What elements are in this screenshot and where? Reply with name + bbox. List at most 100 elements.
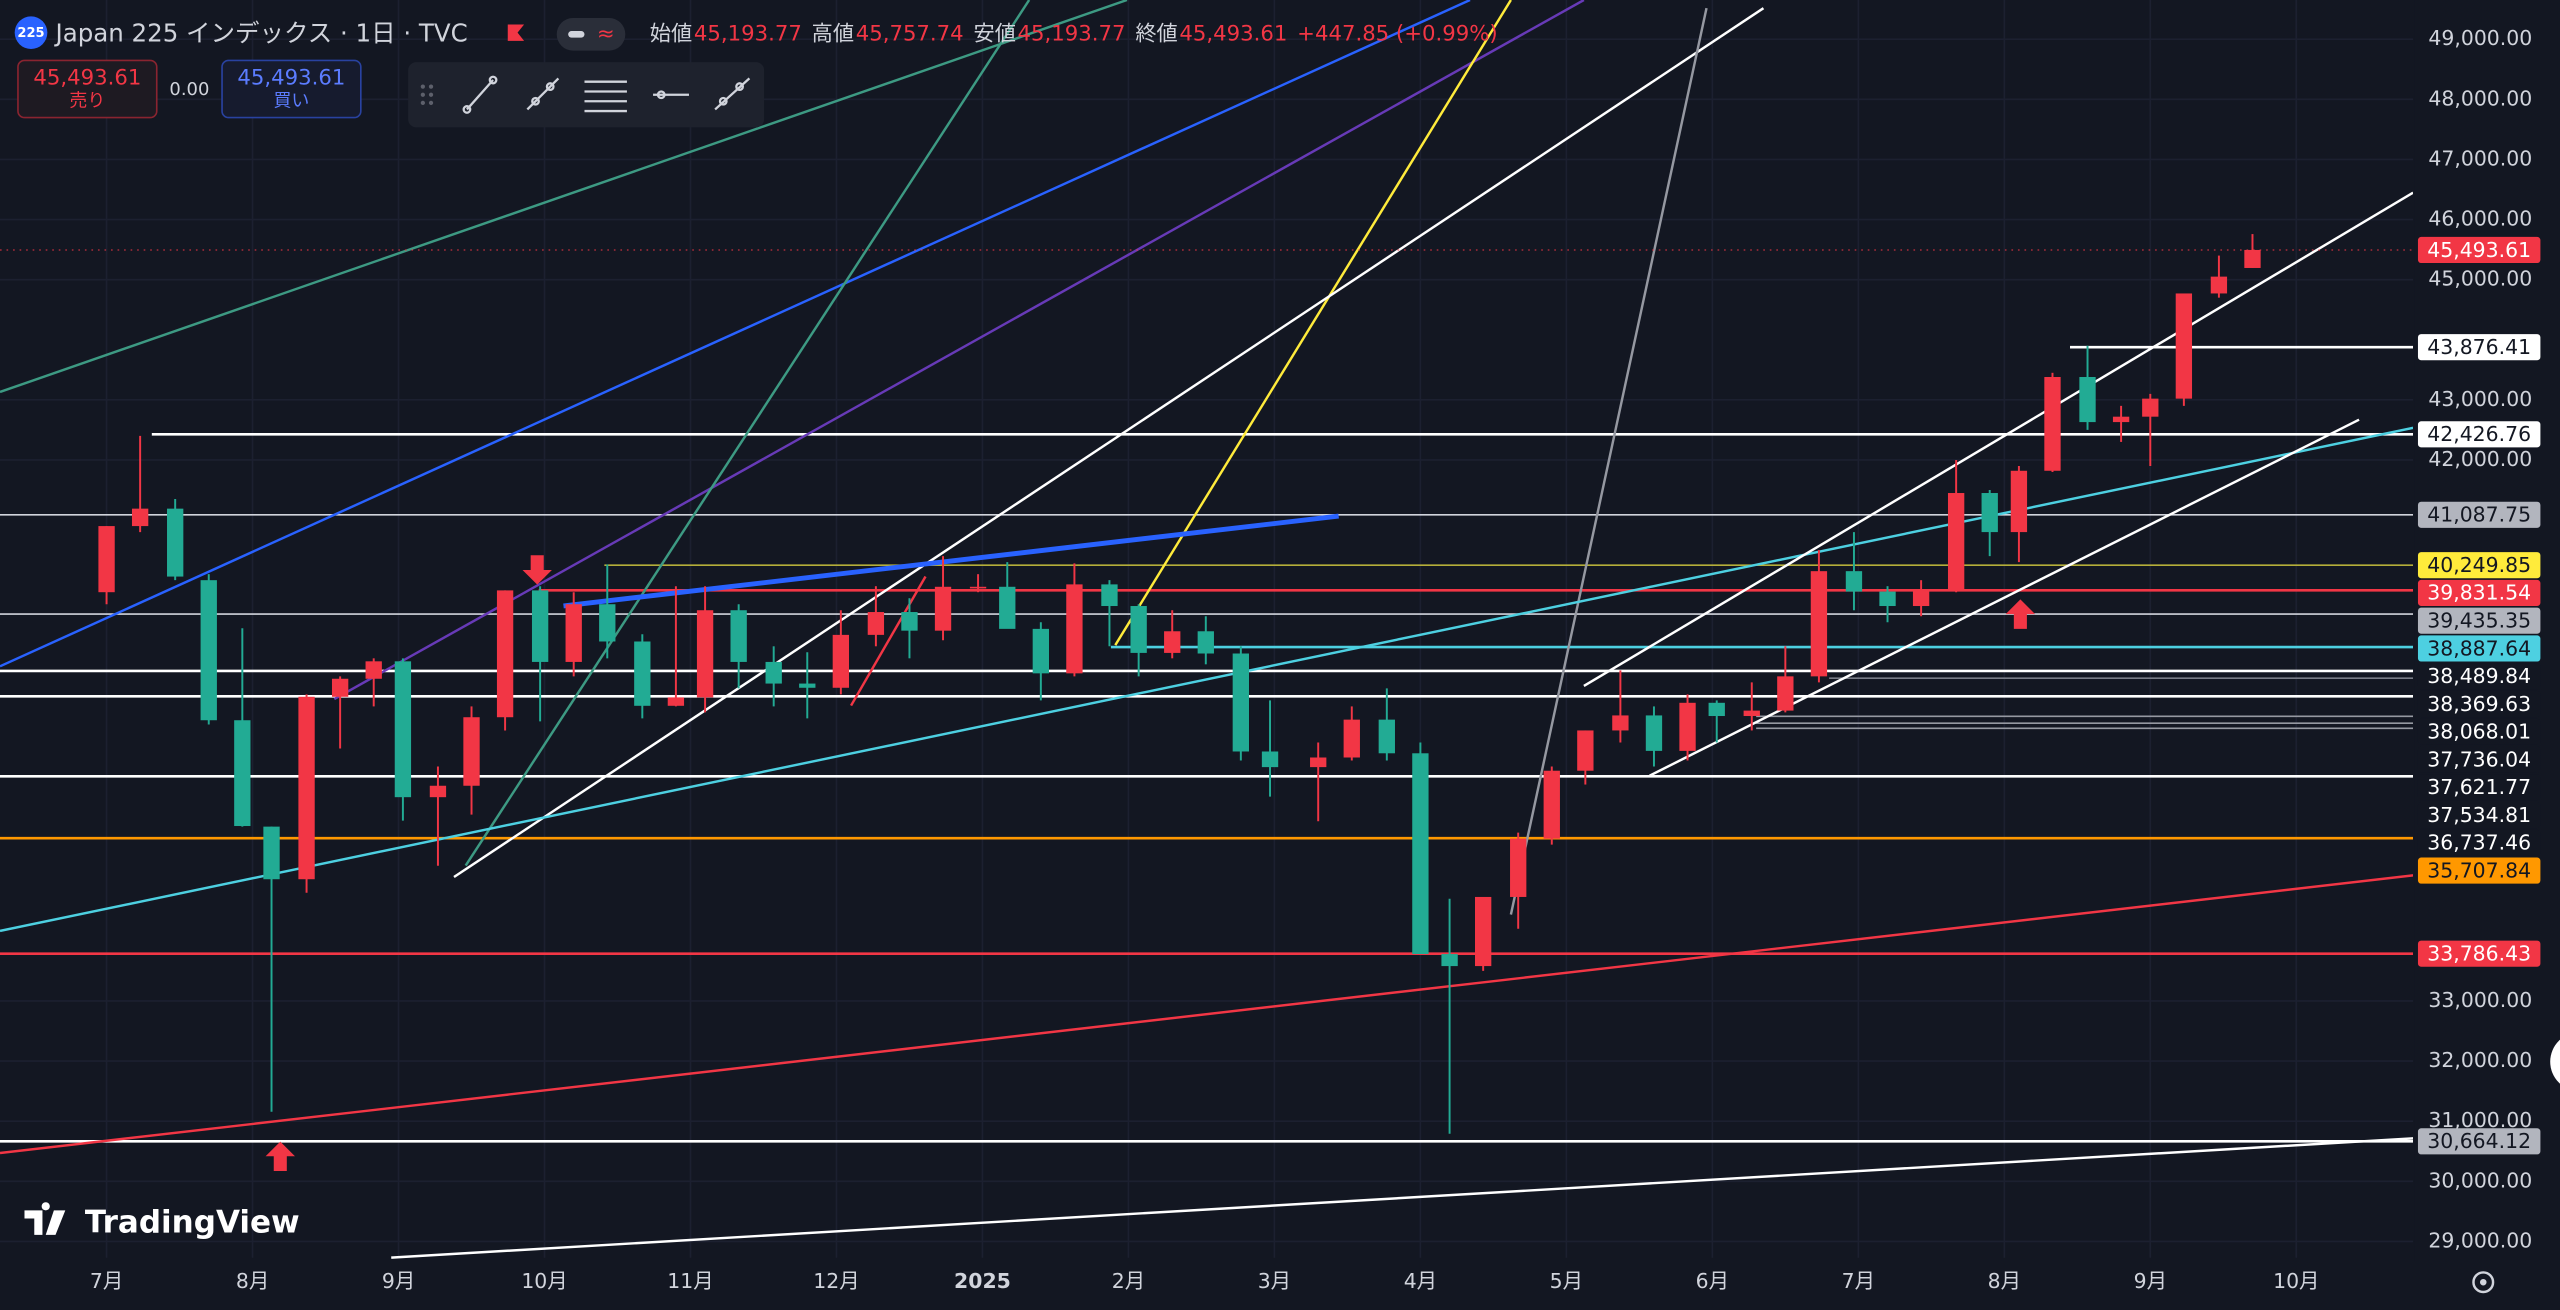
candle-body — [1441, 954, 1458, 967]
toggle-icon: ≈ — [597, 21, 615, 46]
x-tick-label: 4月 — [1404, 1269, 1437, 1293]
candle-body — [634, 641, 651, 706]
candle-body — [1645, 715, 1663, 751]
watermark: TradingView — [24, 1202, 300, 1240]
tool-trendline[interactable] — [462, 75, 498, 114]
x-tick-label: 2月 — [1112, 1269, 1145, 1293]
x-tick-label: 5月 — [1550, 1269, 1583, 1293]
side-handle[interactable] — [2550, 1032, 2560, 1091]
price-label: 40,249.85 — [2427, 553, 2531, 577]
price-label: 38,369.63 — [2427, 692, 2531, 716]
candle-body — [1743, 710, 1760, 717]
x-tick-label: 9月 — [382, 1269, 415, 1293]
candle-body — [1066, 584, 1083, 674]
price-label-bg — [2417, 552, 2541, 579]
candle-body — [1810, 571, 1828, 677]
price-label-bg — [2417, 690, 2541, 718]
candle-body — [1232, 653, 1249, 752]
ohlc-label: 高値 — [812, 21, 854, 46]
candle-body — [200, 580, 217, 721]
settings-icon[interactable] — [2472, 1271, 2495, 1294]
candle-body — [1879, 591, 1896, 607]
ohlc-legend: 始値 45,193.77 高値 45,757.74 安値 45,193.77 終値 45,49… — [650, 21, 1498, 46]
watermark-text: TradingView — [85, 1204, 300, 1240]
ohlc-label: 安値 — [973, 21, 1015, 46]
buy-button[interactable] — [221, 59, 362, 119]
candle-body — [1845, 571, 1863, 592]
candle-body — [2010, 470, 2028, 533]
trend-line — [1583, 191, 2414, 687]
badge-text: 225 — [17, 26, 44, 41]
candle-body — [2044, 377, 2061, 471]
candle-body — [1164, 631, 1181, 653]
price-label-bg — [2417, 829, 2541, 856]
x-tick-label: 7月 — [90, 1269, 123, 1293]
watermark-logo — [24, 1202, 66, 1235]
price-label: 35,707.84 — [2427, 858, 2531, 882]
candle-body — [1475, 896, 1492, 967]
candle-body — [2112, 416, 2130, 423]
candle-body — [1032, 628, 1050, 674]
toggle-icon — [568, 31, 585, 38]
flag-icon — [507, 24, 525, 41]
y-tick-label: 43,000.00 — [2428, 387, 2532, 411]
candle-body — [832, 634, 850, 688]
trend-line — [563, 513, 1339, 609]
price-label-bg — [2417, 746, 2541, 773]
time-axis: 7月 8月 9月 10月 11月 12月 2025 2月 3月 4月 5月 6月 7月 8月 9月 10月 — [90, 1269, 2320, 1293]
tool-ray[interactable] — [526, 77, 560, 111]
price-label-bg — [2417, 802, 2541, 829]
sell-button[interactable] — [17, 59, 158, 119]
candle-body — [2079, 377, 2096, 423]
candle-body — [1101, 584, 1118, 607]
tool-horizontal[interactable] — [653, 90, 689, 100]
candle-body — [934, 586, 952, 631]
candle-body — [1543, 770, 1560, 839]
toggle[interactable] — [556, 17, 626, 51]
candle-body — [1343, 719, 1360, 758]
price-label: 30,664.12 — [2427, 1129, 2531, 1153]
y-tick-label: 29,000.00 — [2428, 1228, 2532, 1252]
candle-body — [901, 612, 918, 631]
x-tick-label: 11月 — [667, 1269, 713, 1293]
price-label: 39,831.54 — [2427, 581, 2531, 605]
candle-body — [1912, 590, 1930, 607]
price-label-bg — [2417, 236, 2541, 264]
candle-body — [1510, 838, 1527, 897]
symbol-title: Japan 225 インデックス · 1日 · TVC — [54, 18, 468, 47]
candle-body — [429, 785, 447, 798]
candle-body — [2244, 249, 2261, 268]
candle-body — [1378, 719, 1395, 754]
price-label-bg — [2417, 857, 2541, 884]
ohlc-value: 45,757.74 — [856, 21, 964, 46]
candle-body — [331, 678, 349, 697]
candle-body — [696, 610, 714, 698]
trend-line — [391, 1137, 2414, 1259]
toolbar-bg — [408, 62, 765, 128]
candle-body — [1777, 676, 1794, 711]
candle-body — [1679, 702, 1696, 751]
candle-body — [969, 586, 987, 589]
trend-line — [850, 575, 927, 707]
ohlc-value: 45,493.61 — [1179, 21, 1287, 46]
drawing-toolbar — [408, 62, 765, 128]
candle-body — [531, 590, 549, 662]
candle-body — [234, 720, 251, 827]
y-tick-label: 47,000.00 — [2428, 146, 2532, 170]
y-tick-label: 46,000.00 — [2428, 207, 2532, 231]
gear[interactable] — [2472, 1271, 2495, 1294]
sell-label: 売り — [69, 90, 105, 111]
price-label-bg — [2417, 334, 2541, 361]
drag-handle — [420, 84, 434, 106]
tool-extended[interactable] — [714, 77, 751, 111]
candle-body — [167, 508, 184, 577]
price-label-bg — [2417, 579, 2541, 606]
tool-fib[interactable] — [584, 80, 627, 113]
trend-line — [0, 874, 2414, 1155]
trend-line — [0, 0, 1128, 394]
candle-body — [1947, 493, 1965, 591]
arrow-marker — [2005, 599, 2036, 629]
y-tick-label: 31,000.00 — [2428, 1108, 2532, 1132]
